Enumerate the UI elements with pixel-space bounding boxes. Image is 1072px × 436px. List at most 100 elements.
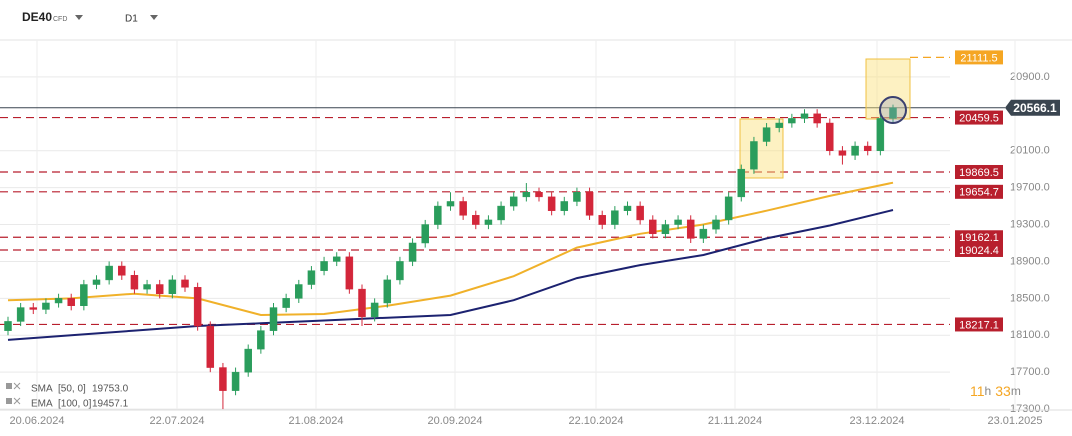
- candle-body: [661, 224, 670, 235]
- candle-body: [573, 191, 581, 202]
- level-label-box: [955, 317, 1003, 332]
- legend-name: EMA: [31, 399, 53, 410]
- candle-body: [522, 191, 531, 198]
- candle-body: [396, 261, 404, 281]
- y-tick-label: 17300.0: [1010, 403, 1050, 415]
- candle-body: [168, 279, 177, 294]
- candle-body: [649, 219, 657, 235]
- candle-body: [699, 228, 708, 239]
- candle-body: [408, 242, 417, 262]
- current-price-label: 20566.1: [1013, 101, 1057, 115]
- candle-body: [775, 122, 783, 128]
- candle-body: [219, 367, 227, 391]
- timer-m: m: [1011, 384, 1021, 398]
- candle-body: [876, 118, 885, 151]
- candle-body: [484, 219, 493, 225]
- candle-body: [332, 256, 341, 262]
- candle-body: [282, 298, 290, 308]
- candle-body: [4, 321, 12, 331]
- level-label: 19162.1: [959, 232, 999, 244]
- candle-body: [105, 265, 113, 281]
- y-tick-label: 20100.0: [1010, 145, 1050, 157]
- level-label: 21111.5: [960, 52, 997, 64]
- legend-icon[interactable]: [6, 398, 12, 404]
- candle-body: [623, 205, 632, 211]
- y-tick-label: 17700.0: [1010, 366, 1050, 378]
- legend-value: 19457.1: [92, 399, 129, 410]
- candle-body: [762, 127, 771, 142]
- candle-body: [611, 210, 619, 225]
- legend-close[interactable]: [13, 382, 21, 390]
- candle-body: [585, 191, 594, 216]
- candle-body: [674, 219, 682, 225]
- indicator-line: [7, 209, 894, 341]
- timer-h: h: [985, 384, 992, 398]
- level-label-box: [955, 50, 1003, 65]
- candle-body: [130, 275, 139, 290]
- candle-body: [345, 256, 354, 290]
- candle-body: [421, 224, 429, 244]
- y-tick-label: 20900.0: [1010, 71, 1050, 83]
- candle-body: [560, 201, 569, 211]
- legend-close[interactable]: [13, 397, 21, 405]
- legend-params: [50, 0]: [58, 384, 86, 395]
- candle-body: [509, 196, 518, 207]
- highlight-circle: [879, 96, 907, 124]
- candle-body: [155, 284, 164, 294]
- candle-body: [497, 205, 505, 221]
- y-tick-label: 19300.0: [1010, 218, 1050, 230]
- candle-body: [383, 279, 392, 304]
- candle-body: [244, 348, 252, 373]
- candle-body: [813, 113, 821, 124]
- candle-body: [446, 201, 455, 207]
- candle-body: [206, 325, 215, 368]
- x-tick-label: 21.08.2024: [288, 415, 343, 427]
- timer-minutes: 33: [995, 383, 1011, 399]
- y-tick-label: 18500.0: [1010, 292, 1050, 304]
- x-tick-label: 21.11.2024: [708, 415, 762, 427]
- timer-hours: 11: [970, 383, 985, 399]
- level-label-box: [955, 242, 1003, 257]
- level-label: 19869.5: [959, 167, 999, 179]
- x-tick-label: 20.06.2024: [9, 415, 64, 427]
- y-tick-label: 19700.0: [1010, 182, 1050, 194]
- candle-body: [54, 298, 63, 304]
- timeframe[interactable]: D1: [125, 14, 138, 25]
- x-tick-label: 23.01.2025: [987, 415, 1042, 427]
- candle-body: [269, 307, 278, 331]
- level-label-box: [955, 110, 1003, 125]
- candle-body: [547, 196, 556, 211]
- candle-body: [851, 145, 859, 156]
- candle-body: [750, 141, 758, 170]
- legend-name: SMA: [31, 384, 53, 395]
- zone-box: [739, 118, 784, 179]
- candle-body: [826, 122, 834, 151]
- x-tick-label: 22.10.2024: [568, 415, 623, 427]
- candle-body: [636, 205, 644, 221]
- candle-body: [307, 270, 316, 285]
- symbol[interactable]: DE40: [22, 10, 52, 24]
- y-tick-label: 18900.0: [1010, 255, 1050, 267]
- x-tick-label: 23.12.2024: [849, 415, 904, 427]
- candle-body: [67, 298, 75, 306]
- candle-body: [358, 288, 366, 318]
- candle-body: [800, 113, 809, 119]
- level-label: 19654.7: [959, 187, 999, 199]
- candle-body: [16, 307, 25, 322]
- candle-body: [598, 215, 606, 225]
- candle-body: [686, 219, 695, 239]
- current-price-box: [1005, 99, 1060, 116]
- level-label: 19024.4: [959, 245, 999, 257]
- dropdown-arrow[interactable]: [75, 15, 83, 20]
- candle-body: [92, 279, 101, 285]
- dropdown-arrow[interactable]: [150, 15, 158, 20]
- candle-body: [535, 191, 543, 198]
- legend-params: [100, 0]: [58, 399, 92, 410]
- candle-body: [320, 261, 328, 271]
- candle-body: [42, 302, 50, 310]
- level-label-box: [955, 184, 1003, 199]
- legend-icon[interactable]: [6, 383, 12, 389]
- level-label-box: [955, 230, 1003, 245]
